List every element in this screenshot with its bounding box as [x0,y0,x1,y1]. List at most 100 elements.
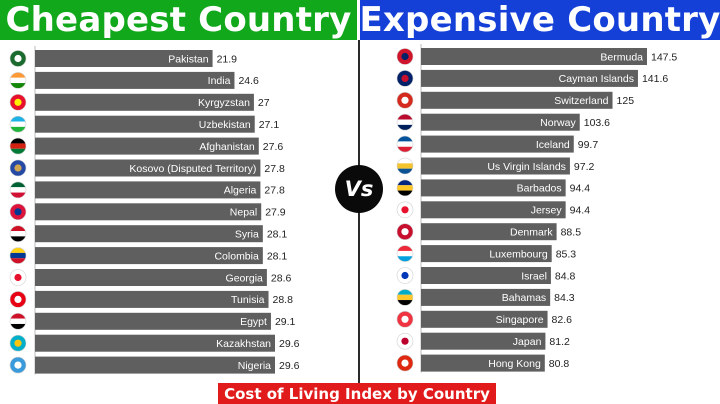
bar-row: Pakistan 21.9 [9,50,237,67]
bar-category-label: Bahamas [502,292,546,304]
bar-category-label: Jersey [531,205,563,217]
bar-category-label: Barbados [517,183,562,195]
bar [35,71,235,89]
bar-row: Barbados 94.4 [396,179,590,197]
pakistan-flag-icon [9,50,27,67]
bar [35,247,263,265]
bar-category-label: Luxembourg [489,248,548,260]
bar-value-label: 84.3 [554,292,575,304]
bar-value-label: 27.8 [264,185,285,197]
singapore-flag-icon [396,310,414,328]
bar-row: Nepal 27.9 [9,203,286,221]
bar-category-label: Pakistan [168,53,208,65]
bar-value-label: 27.1 [259,119,280,131]
bar [35,225,263,243]
bar-row: Egypt 29.1 [9,312,296,330]
egypt-flag-icon [9,312,27,330]
bar-row: Tunisia 28.8 [9,290,294,308]
bar-row: Kyrgyzstan 27 [9,93,270,111]
bar [421,354,545,372]
bar [35,312,271,330]
bar-row: Singapore 82.6 [396,310,572,328]
bar-row: Bermuda 147.5 [396,48,677,65]
bar-value-label: 125 [617,95,635,107]
bar-category-label: Israel [521,270,547,282]
uzbekistan-flag-icon [9,115,27,133]
bar [35,50,213,67]
bar-row: Denmark 88.5 [396,223,581,241]
bar-category-label: India [208,75,231,87]
bar [421,310,548,328]
bar [35,93,254,111]
bar [35,334,275,352]
bar [35,159,261,177]
jersey-flag-icon [396,201,414,219]
bar-value-label: 97.2 [574,161,595,173]
bar [421,91,613,109]
bar-value-label: 28.8 [273,294,294,306]
bar-value-label: 28.1 [267,229,288,241]
bar-category-label: Switzerland [554,95,608,107]
cheapest-country-header: Cheapest Country [0,0,357,40]
expensive-country-header: Expensive Country [360,0,720,40]
bar-value-label: 27 [258,97,270,109]
bar-row: Bahamas 84.3 [396,288,575,306]
bar-row: Japan 81.2 [396,332,570,350]
kyrgyzstan-flag-icon [9,94,27,111]
bar [421,179,566,197]
bar [421,69,638,87]
bar-row: Colombia 28.1 [9,247,287,265]
us-virgin-islands-flag-icon [396,157,414,175]
bar-row: Algeria 27.8 [9,181,285,199]
bar-category-label: Japan [513,336,542,348]
bahamas-flag-icon [396,289,414,306]
denmark-flag-icon [396,223,414,240]
syria-flag-icon [9,225,27,242]
bar-category-label: Tunisia [231,294,265,306]
bar [35,269,267,286]
bar-row: Luxembourg 85.3 [396,245,576,263]
iceland-flag-icon [396,135,414,153]
kosovo-flag-icon [9,159,27,177]
bar [421,135,574,153]
bar-value-label: 29.1 [275,316,296,328]
bar-value-label: 27.9 [265,207,286,219]
bar-row: Nigeria 29.6 [9,356,300,374]
bar-category-label: Hong Kong [488,358,541,370]
bar-value-label: 141.6 [642,73,668,85]
bar-category-label: Norway [540,117,576,129]
bar-category-label: Nepal [230,207,257,219]
bar-row: India 24.6 [9,71,259,89]
algeria-flag-icon [9,181,27,199]
tunisia-flag-icon [9,291,27,308]
india-flag-icon [9,72,27,89]
norway-flag-icon [396,113,414,131]
bar-value-label: 80.8 [549,358,570,370]
expensive-country-chart: Bermuda 147.5 Cayman Islands 141.6 Switzerla… [396,44,677,373]
bar-category-label: Egypt [240,316,267,328]
nepal-flag-icon [9,203,27,221]
kazakhstan-flag-icon [9,334,27,352]
bar-row: Uzbekistan 27.1 [9,115,280,133]
colombia-flag-icon [9,247,27,264]
bar-category-label: Uzbekistan [199,119,251,131]
luxembourg-flag-icon [396,245,414,262]
bar-row: Afghanistan 27.6 [9,137,284,155]
bar-category-label: Georgia [226,272,264,284]
bar-value-label: 103.6 [584,117,610,129]
bar-value-label: 29.6 [279,360,300,372]
bar-category-label: Denmark [510,227,553,239]
bar-value-label: 99.7 [578,139,599,151]
bar-row: Cayman Islands 141.6 [396,69,668,87]
bar-value-label: 27.6 [263,141,284,153]
cayman-islands-flag-icon [396,70,414,87]
bar-row: Switzerland 125 [396,91,635,109]
bar-value-label: 81.2 [549,336,570,348]
bar [421,332,546,350]
bar [35,115,255,133]
bar-row: Georgia 28.6 [9,269,291,286]
barbados-flag-icon [396,179,414,197]
bar-category-label: Singapore [496,314,544,326]
bar-category-label: Algeria [224,185,257,197]
bar [35,181,261,199]
